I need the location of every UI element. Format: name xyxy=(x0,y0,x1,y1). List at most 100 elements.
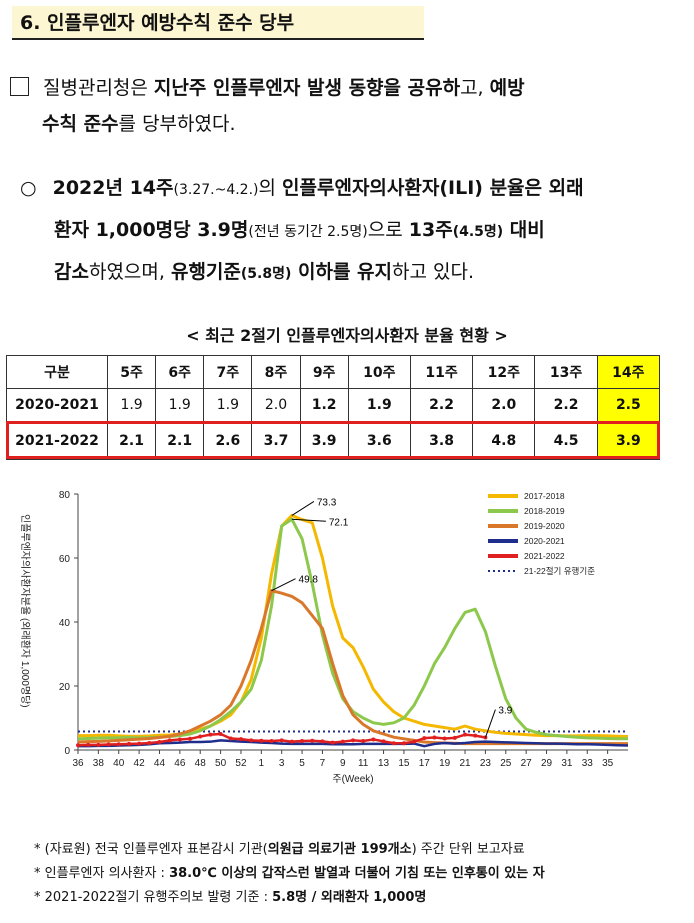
x-tick-label: 25 xyxy=(500,758,512,769)
series-point xyxy=(208,732,213,737)
header-cell: 구분 xyxy=(6,355,108,389)
table-cell: 1.9 xyxy=(203,388,253,422)
annotation-leader xyxy=(271,578,296,592)
row-label: 2020-2021 xyxy=(6,388,108,422)
series-point xyxy=(238,737,243,742)
series-point xyxy=(126,741,131,746)
x-tick-label: 31 xyxy=(561,758,573,769)
series-point xyxy=(320,739,325,744)
table-cell-highlight: 2.5 xyxy=(596,388,661,422)
legend-label: 2018-2019 xyxy=(524,506,565,516)
series-point xyxy=(147,740,152,745)
text-bold: 지난주 인플루엔자 발생 동향을 공유하 xyxy=(153,77,461,99)
series-point xyxy=(76,743,80,748)
x-tick-label: 27 xyxy=(521,758,533,769)
header-cell: 7주 xyxy=(203,355,253,389)
table-cell: 2.1 xyxy=(106,421,157,460)
series-point xyxy=(177,737,182,742)
x-tick-label: 9 xyxy=(340,758,346,769)
series-point xyxy=(167,738,172,743)
x-axis-label: 주(Week) xyxy=(332,774,373,785)
text-bold: 감소 xyxy=(54,261,89,283)
table-header-row: 구분 5주 6주 7주 8주 9주 10주 11주 12주 13주 14주 xyxy=(6,355,661,389)
series-line-2017-2018 xyxy=(78,513,629,739)
header-cell: 13주 xyxy=(534,355,598,389)
text-segment: 으로 xyxy=(367,219,409,241)
footnotes: * (자료원) 전국 인플루엔자 표본감시 기관(의원급 의료기관 199개소)… xyxy=(34,838,690,910)
text-bold: 2022년 14주 xyxy=(52,177,174,199)
table-cell: 2.2 xyxy=(409,388,474,422)
x-tick-label: 1 xyxy=(259,758,265,769)
table-cell: 3.6 xyxy=(347,421,411,460)
series-point xyxy=(381,739,386,744)
text-bold: 유행기준 xyxy=(170,261,241,283)
text-segment: 질병관리청은 xyxy=(43,77,154,99)
series-point xyxy=(300,739,305,744)
series-line-2019-2020 xyxy=(77,589,628,746)
text-bold: 수칙 준수 xyxy=(42,113,119,135)
series-point xyxy=(279,738,284,743)
x-tick-label: 11 xyxy=(358,758,369,769)
x-tick-label: 3 xyxy=(279,758,285,769)
y-tick-label: 40 xyxy=(59,618,71,629)
series-point xyxy=(86,742,91,747)
series-point xyxy=(452,735,457,740)
table-cell-highlight: 3.9 xyxy=(596,421,661,460)
annotation-label: 72.1 xyxy=(329,517,349,528)
header-cell: 5주 xyxy=(106,355,157,389)
table-cell: 4.5 xyxy=(534,421,598,460)
series-point xyxy=(137,741,142,746)
legend-label: 2021-2022 xyxy=(524,551,565,561)
footnote: * (자료원) 전국 인플루엔자 표본감시 기관(의원급 의료기관 199개소)… xyxy=(34,842,525,857)
footnote: * 인플루엔자 의사환자 : 38.0℃ 이상의 갑작스런 발열과 더불어 기침… xyxy=(34,866,545,881)
y-tick-label: 60 xyxy=(59,554,71,565)
table-row: 2020-2021 1.9 1.9 1.9 2.0 1.2 1.9 2.2 2.… xyxy=(6,388,661,422)
text-segment: 하고 있다. xyxy=(392,261,475,283)
text-segment: 고, xyxy=(460,77,490,99)
series-point xyxy=(340,739,345,744)
header-cell: 9주 xyxy=(299,355,349,389)
table-cell: 2.2 xyxy=(534,388,598,422)
paragraph-detail: ○ 2022년 14주(3.27.~4.2.)의 인플루엔자의사환자(ILI) 분… xyxy=(20,168,692,294)
legend-label: 2019-2020 xyxy=(524,521,565,531)
header-cell: 8주 xyxy=(251,355,301,389)
series-point xyxy=(361,739,366,744)
series-point xyxy=(432,735,437,740)
annotation-leader xyxy=(291,501,315,516)
table-cell: 3.7 xyxy=(251,421,301,460)
text-bold: 13주 xyxy=(408,219,453,241)
x-tick-label: 52 xyxy=(235,758,247,769)
x-tick-label: 38 xyxy=(93,758,105,769)
x-tick-label: 7 xyxy=(320,758,326,769)
series-point xyxy=(401,741,406,746)
table-row: 2021-2022 2.1 2.1 2.6 3.7 3.9 3.6 3.8 4.… xyxy=(6,421,661,460)
x-tick-label: 5 xyxy=(299,758,305,769)
series-point xyxy=(289,739,294,744)
x-tick-label: 42 xyxy=(134,758,146,769)
text-small: (3.27.~4.2.) xyxy=(173,182,259,198)
series-line-2020-2021 xyxy=(78,739,629,748)
series-point xyxy=(249,738,254,743)
table-cell: 3.8 xyxy=(409,421,474,460)
footnote: * 2021-2022절기 유행주의보 발령 기준 : 5.8명 / 외래환자 … xyxy=(34,890,427,905)
table-cell: 4.8 xyxy=(472,421,536,460)
series-point xyxy=(483,735,488,740)
y-tick-label: 0 xyxy=(64,746,70,757)
table-cell: 3.9 xyxy=(299,421,349,460)
y-axis-label: 인플루엔자의사환자분율 (외래환자 1,000명당) xyxy=(19,514,31,708)
table-cell: 2.0 xyxy=(472,388,536,422)
table-cell: 2.1 xyxy=(155,421,205,460)
series-point xyxy=(188,736,193,741)
x-tick-label: 50 xyxy=(215,758,227,769)
x-tick-label: 17 xyxy=(419,758,431,769)
x-tick-label: 19 xyxy=(439,758,451,769)
section-title: 6. 인플루엔자 예방수칙 준수 당부 xyxy=(12,6,424,40)
series-point xyxy=(351,738,355,743)
header-cell-highlight: 14주 xyxy=(596,355,661,389)
table-cell: 1.9 xyxy=(155,388,205,422)
legend-label: 2020-2021 xyxy=(524,536,565,546)
series-point xyxy=(218,732,223,736)
series-point xyxy=(106,742,111,747)
series-point xyxy=(371,737,376,742)
text-segment: 하였으며, xyxy=(88,261,171,283)
